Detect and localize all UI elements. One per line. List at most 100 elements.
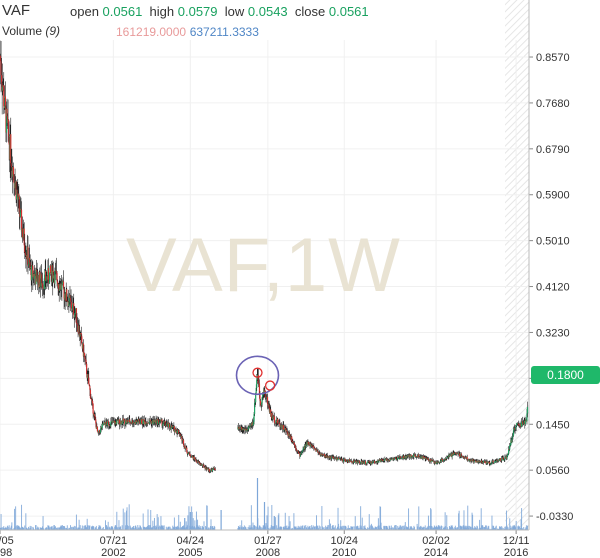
volume-bar: [50, 526, 52, 530]
volume-bar: [432, 528, 434, 530]
candle-body: [189, 453, 191, 456]
volume-bar: [465, 525, 467, 530]
candle-body: [427, 458, 430, 460]
volume-bar: [364, 525, 366, 530]
volume-bar: [496, 528, 498, 530]
volume-bar: [53, 525, 55, 530]
volume-bar: [202, 527, 204, 530]
candle-body: [14, 182, 16, 189]
volume-bar: [46, 527, 48, 530]
volume-bar: [372, 528, 374, 530]
volume-bar: [16, 526, 18, 530]
x-tick-date: 07/05: [0, 535, 14, 547]
volume-bar: [441, 526, 443, 530]
candle-body: [336, 457, 338, 461]
candles: [0, 40, 529, 474]
volume-bar: [1, 527, 3, 530]
candle-body: [197, 460, 199, 462]
candle-body: [136, 420, 138, 422]
candle-body: [192, 455, 194, 458]
volume-bar: [380, 506, 382, 530]
volume-bar: [498, 528, 500, 530]
candle-body: [259, 400, 262, 405]
candle-body: [285, 428, 287, 432]
volume-bar: [283, 526, 285, 530]
volume-bar: [76, 528, 78, 530]
volume-bar: [262, 527, 264, 530]
volume-bar: [464, 527, 466, 530]
volume-bar: [492, 525, 494, 530]
volume-bar: [509, 518, 511, 530]
volume-bar: [369, 526, 371, 530]
volume-bar: [395, 525, 397, 530]
candle-body: [61, 280, 64, 285]
volume-bar: [115, 525, 117, 530]
volume-bar: [192, 518, 194, 530]
candle-body: [271, 413, 273, 418]
volume-bar: [396, 528, 398, 530]
candle-body: [473, 460, 475, 463]
candle-body: [74, 313, 76, 318]
volume-bar: [392, 528, 394, 530]
volume-bar: [482, 525, 484, 530]
candle-body: [54, 270, 56, 284]
volume-bar: [365, 528, 367, 530]
volume-bar: [519, 528, 521, 530]
volume-bar: [212, 526, 214, 530]
volume-bar: [464, 525, 466, 530]
volume-bar: [522, 528, 524, 530]
volume-bar: [124, 525, 126, 530]
candle-body: [177, 429, 179, 431]
volume-bar: [45, 527, 47, 530]
candle-body: [273, 416, 276, 423]
x-tick-date: 01/27: [254, 535, 282, 547]
volume-bar: [472, 527, 474, 530]
high-label: high: [149, 4, 175, 19]
volume-bar: [337, 507, 339, 530]
volume-bar: [179, 521, 181, 530]
volume-bar: [296, 527, 298, 530]
candle-body: [2, 87, 4, 91]
candle-body: [449, 454, 452, 456]
volume-bar: [334, 525, 336, 530]
volume-bar: [435, 526, 437, 530]
volume-bar: [271, 505, 273, 530]
volume-bar: [385, 525, 387, 530]
candle-body: [1, 75, 3, 83]
candle-body: [286, 431, 289, 434]
volume-bar: [443, 528, 445, 530]
volume-bar: [66, 525, 68, 530]
candle-body: [425, 457, 427, 460]
volume-bar: [158, 527, 160, 530]
volume-bar: [13, 527, 15, 530]
candle-body: [260, 404, 262, 406]
candle-body: [40, 274, 43, 287]
volume-bar: [146, 527, 148, 530]
volume-bar: [52, 528, 54, 530]
candle-body: [182, 440, 185, 446]
volume-bar: [110, 527, 112, 530]
volume-bar: [65, 527, 67, 530]
volume-bar: [300, 528, 302, 530]
volume-bar: [208, 527, 210, 530]
candle-body: [130, 422, 132, 424]
volume-bar: [40, 527, 42, 530]
candle-body: [87, 374, 89, 378]
volume-bar: [66, 528, 68, 530]
candle-body: [360, 460, 362, 463]
volume-bar: [259, 525, 261, 530]
volume-bar: [278, 513, 280, 530]
volume-bar: [312, 527, 314, 530]
candle-body: [453, 452, 455, 455]
volume-bar: [99, 526, 101, 530]
volume-bar: [398, 527, 400, 530]
volume-bar: [37, 528, 39, 530]
candle-body: [414, 454, 416, 456]
volume-bar: [369, 525, 371, 530]
candle-body: [5, 108, 8, 133]
price-axis[interactable]: 0.8570 0.7680 0.6790 0.5900 0.5010 0.4120 0.32…: [528, 0, 573, 530]
volume-bar: [18, 526, 20, 530]
volume-bar: [198, 525, 200, 530]
